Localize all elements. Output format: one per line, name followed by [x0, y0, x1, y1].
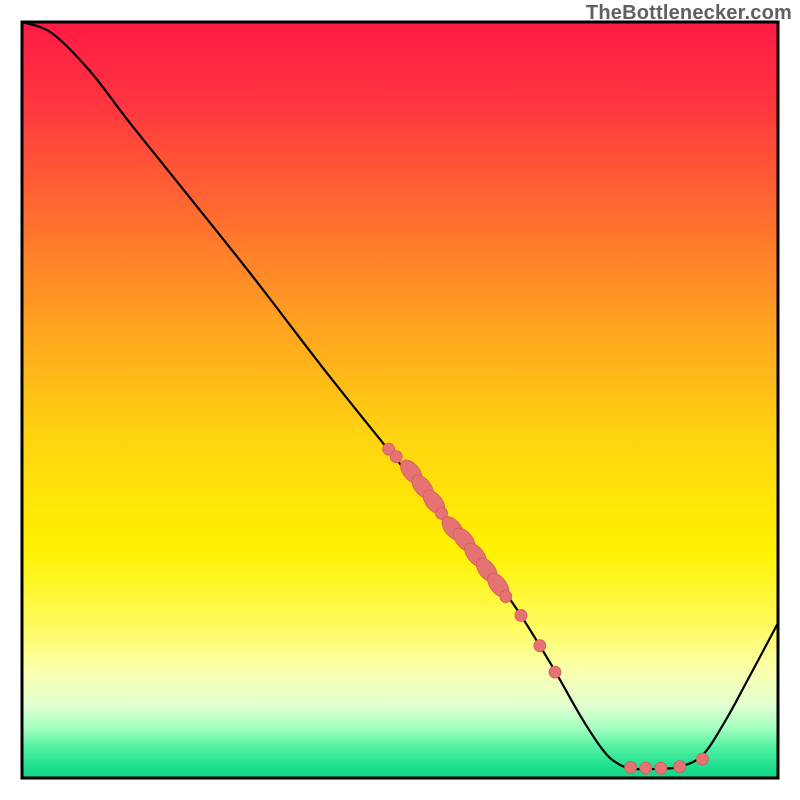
marker-circle	[500, 591, 512, 603]
marker-circle	[640, 762, 652, 774]
plot-background	[22, 22, 778, 778]
marker-circle	[674, 761, 686, 773]
marker-circle	[696, 753, 708, 765]
marker-circle	[625, 761, 637, 773]
chart-container: TheBottlenecker.com	[0, 0, 800, 800]
marker-circle	[390, 451, 402, 463]
marker-circle	[515, 609, 527, 621]
marker-circle	[534, 640, 546, 652]
bottleneck-chart	[0, 0, 800, 800]
watermark-text: TheBottlenecker.com	[586, 2, 792, 25]
marker-circle	[549, 666, 561, 678]
marker-circle	[655, 762, 667, 774]
